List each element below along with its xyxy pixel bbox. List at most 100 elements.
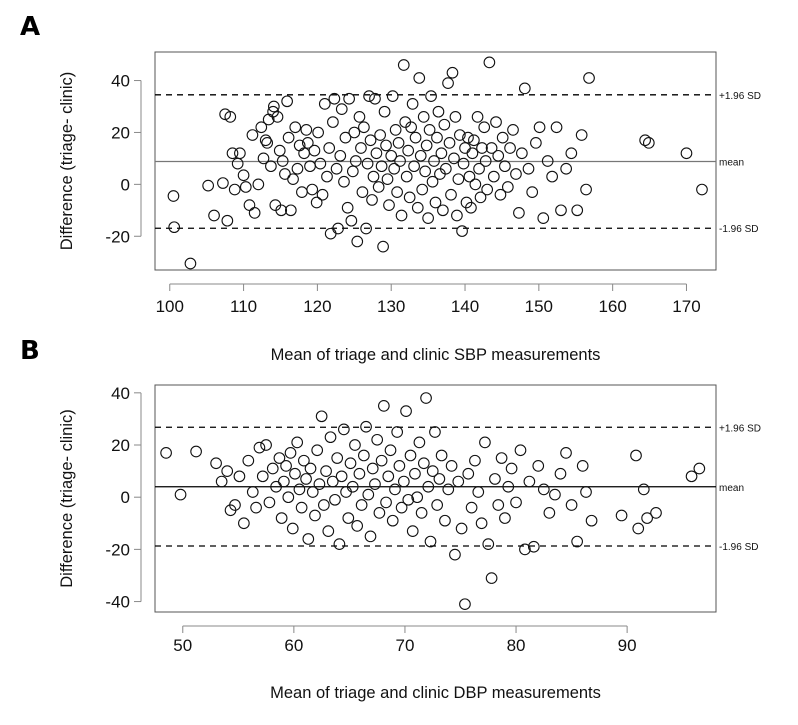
- data-point: [431, 499, 444, 511]
- data-point: [382, 470, 395, 483]
- data-point: [428, 155, 440, 167]
- data-point: [413, 436, 426, 449]
- data-point: [306, 486, 319, 498]
- data-point: [224, 111, 237, 123]
- x-axis-title: Mean of triage and clinic SBP measuremen…: [271, 346, 601, 364]
- data-point: [457, 157, 470, 170]
- data-point: [469, 178, 482, 191]
- data-point: [369, 478, 381, 490]
- data-point: [449, 548, 461, 561]
- data-point: [472, 486, 485, 498]
- data-point: [261, 136, 274, 149]
- data-point: [580, 486, 592, 498]
- data-point: [357, 449, 370, 462]
- data-point: [246, 129, 259, 141]
- data-point: [422, 212, 434, 224]
- data-point: [328, 92, 341, 105]
- data-point: [446, 66, 459, 79]
- data-point: [424, 535, 437, 548]
- data-point: [454, 129, 466, 141]
- data-point: [323, 142, 336, 154]
- data-point: [526, 186, 539, 198]
- data-point: [346, 165, 359, 178]
- data-point: [580, 183, 592, 196]
- data-point: [533, 121, 546, 134]
- data-point: [346, 480, 359, 493]
- data-point: [389, 124, 402, 136]
- data-point: [344, 457, 357, 470]
- lower-limit-label: -1.96 SD: [719, 224, 758, 235]
- data-point: [435, 147, 448, 160]
- data-point: [426, 465, 439, 477]
- data-point: [576, 460, 589, 472]
- data-point: [391, 186, 403, 198]
- data-point: [267, 100, 280, 113]
- data-point: [375, 160, 388, 173]
- data-point: [405, 121, 417, 134]
- data-point: [389, 483, 401, 496]
- x-tick-label: 110: [230, 297, 257, 316]
- data-point: [329, 493, 341, 506]
- data-point: [392, 136, 405, 149]
- data-point: [462, 467, 475, 480]
- data-point: [351, 235, 364, 248]
- data-point: [282, 491, 295, 504]
- data-point: [474, 191, 487, 204]
- data-point: [190, 445, 202, 458]
- data-point: [356, 186, 369, 198]
- data-point: [282, 131, 295, 144]
- data-point: [505, 462, 518, 475]
- data-point: [381, 173, 394, 186]
- data-point: [422, 480, 435, 493]
- data-point: [208, 209, 220, 222]
- data-point: [309, 509, 321, 522]
- data-point: [202, 179, 214, 192]
- mean-label: mean: [719, 483, 744, 494]
- data-point: [417, 111, 430, 123]
- data-point: [246, 486, 259, 498]
- data-point: [370, 147, 383, 160]
- data-point: [419, 165, 432, 178]
- data-point: [523, 475, 536, 488]
- data-point: [483, 56, 496, 69]
- data-point: [560, 446, 572, 459]
- data-point: [471, 111, 484, 123]
- data-point: [479, 155, 492, 167]
- data-point: [298, 147, 310, 160]
- data-point: [257, 152, 270, 165]
- data-point: [366, 462, 379, 475]
- data-point: [433, 473, 446, 485]
- data-point: [442, 483, 455, 496]
- data-point: [287, 173, 299, 186]
- upper-limit-label: +1.96 SD: [719, 423, 761, 434]
- data-point: [456, 225, 468, 237]
- data-point: [289, 467, 301, 480]
- data-point: [342, 512, 355, 524]
- data-point: [360, 222, 372, 235]
- data-point: [349, 439, 361, 451]
- data-point: [519, 543, 531, 556]
- data-point: [221, 465, 234, 477]
- x-tick-label: 140: [451, 297, 479, 316]
- data-point: [459, 598, 471, 611]
- data-point: [485, 142, 498, 154]
- x-tick-label: 60: [284, 636, 303, 655]
- data-point: [411, 491, 424, 504]
- data-point: [168, 221, 181, 234]
- data-point: [530, 136, 542, 149]
- data-point: [364, 530, 377, 543]
- data-point: [215, 475, 228, 488]
- data-point: [271, 111, 284, 123]
- data-point: [406, 525, 419, 537]
- data-point: [338, 175, 350, 188]
- data-point: [332, 222, 344, 235]
- data-point: [298, 454, 310, 467]
- data-point: [429, 196, 442, 209]
- data-point: [374, 129, 386, 141]
- data-point: [465, 501, 478, 514]
- data-point: [221, 214, 234, 227]
- data-point: [487, 170, 500, 183]
- data-point: [425, 90, 437, 102]
- data-point: [335, 470, 348, 483]
- data-point: [174, 488, 187, 501]
